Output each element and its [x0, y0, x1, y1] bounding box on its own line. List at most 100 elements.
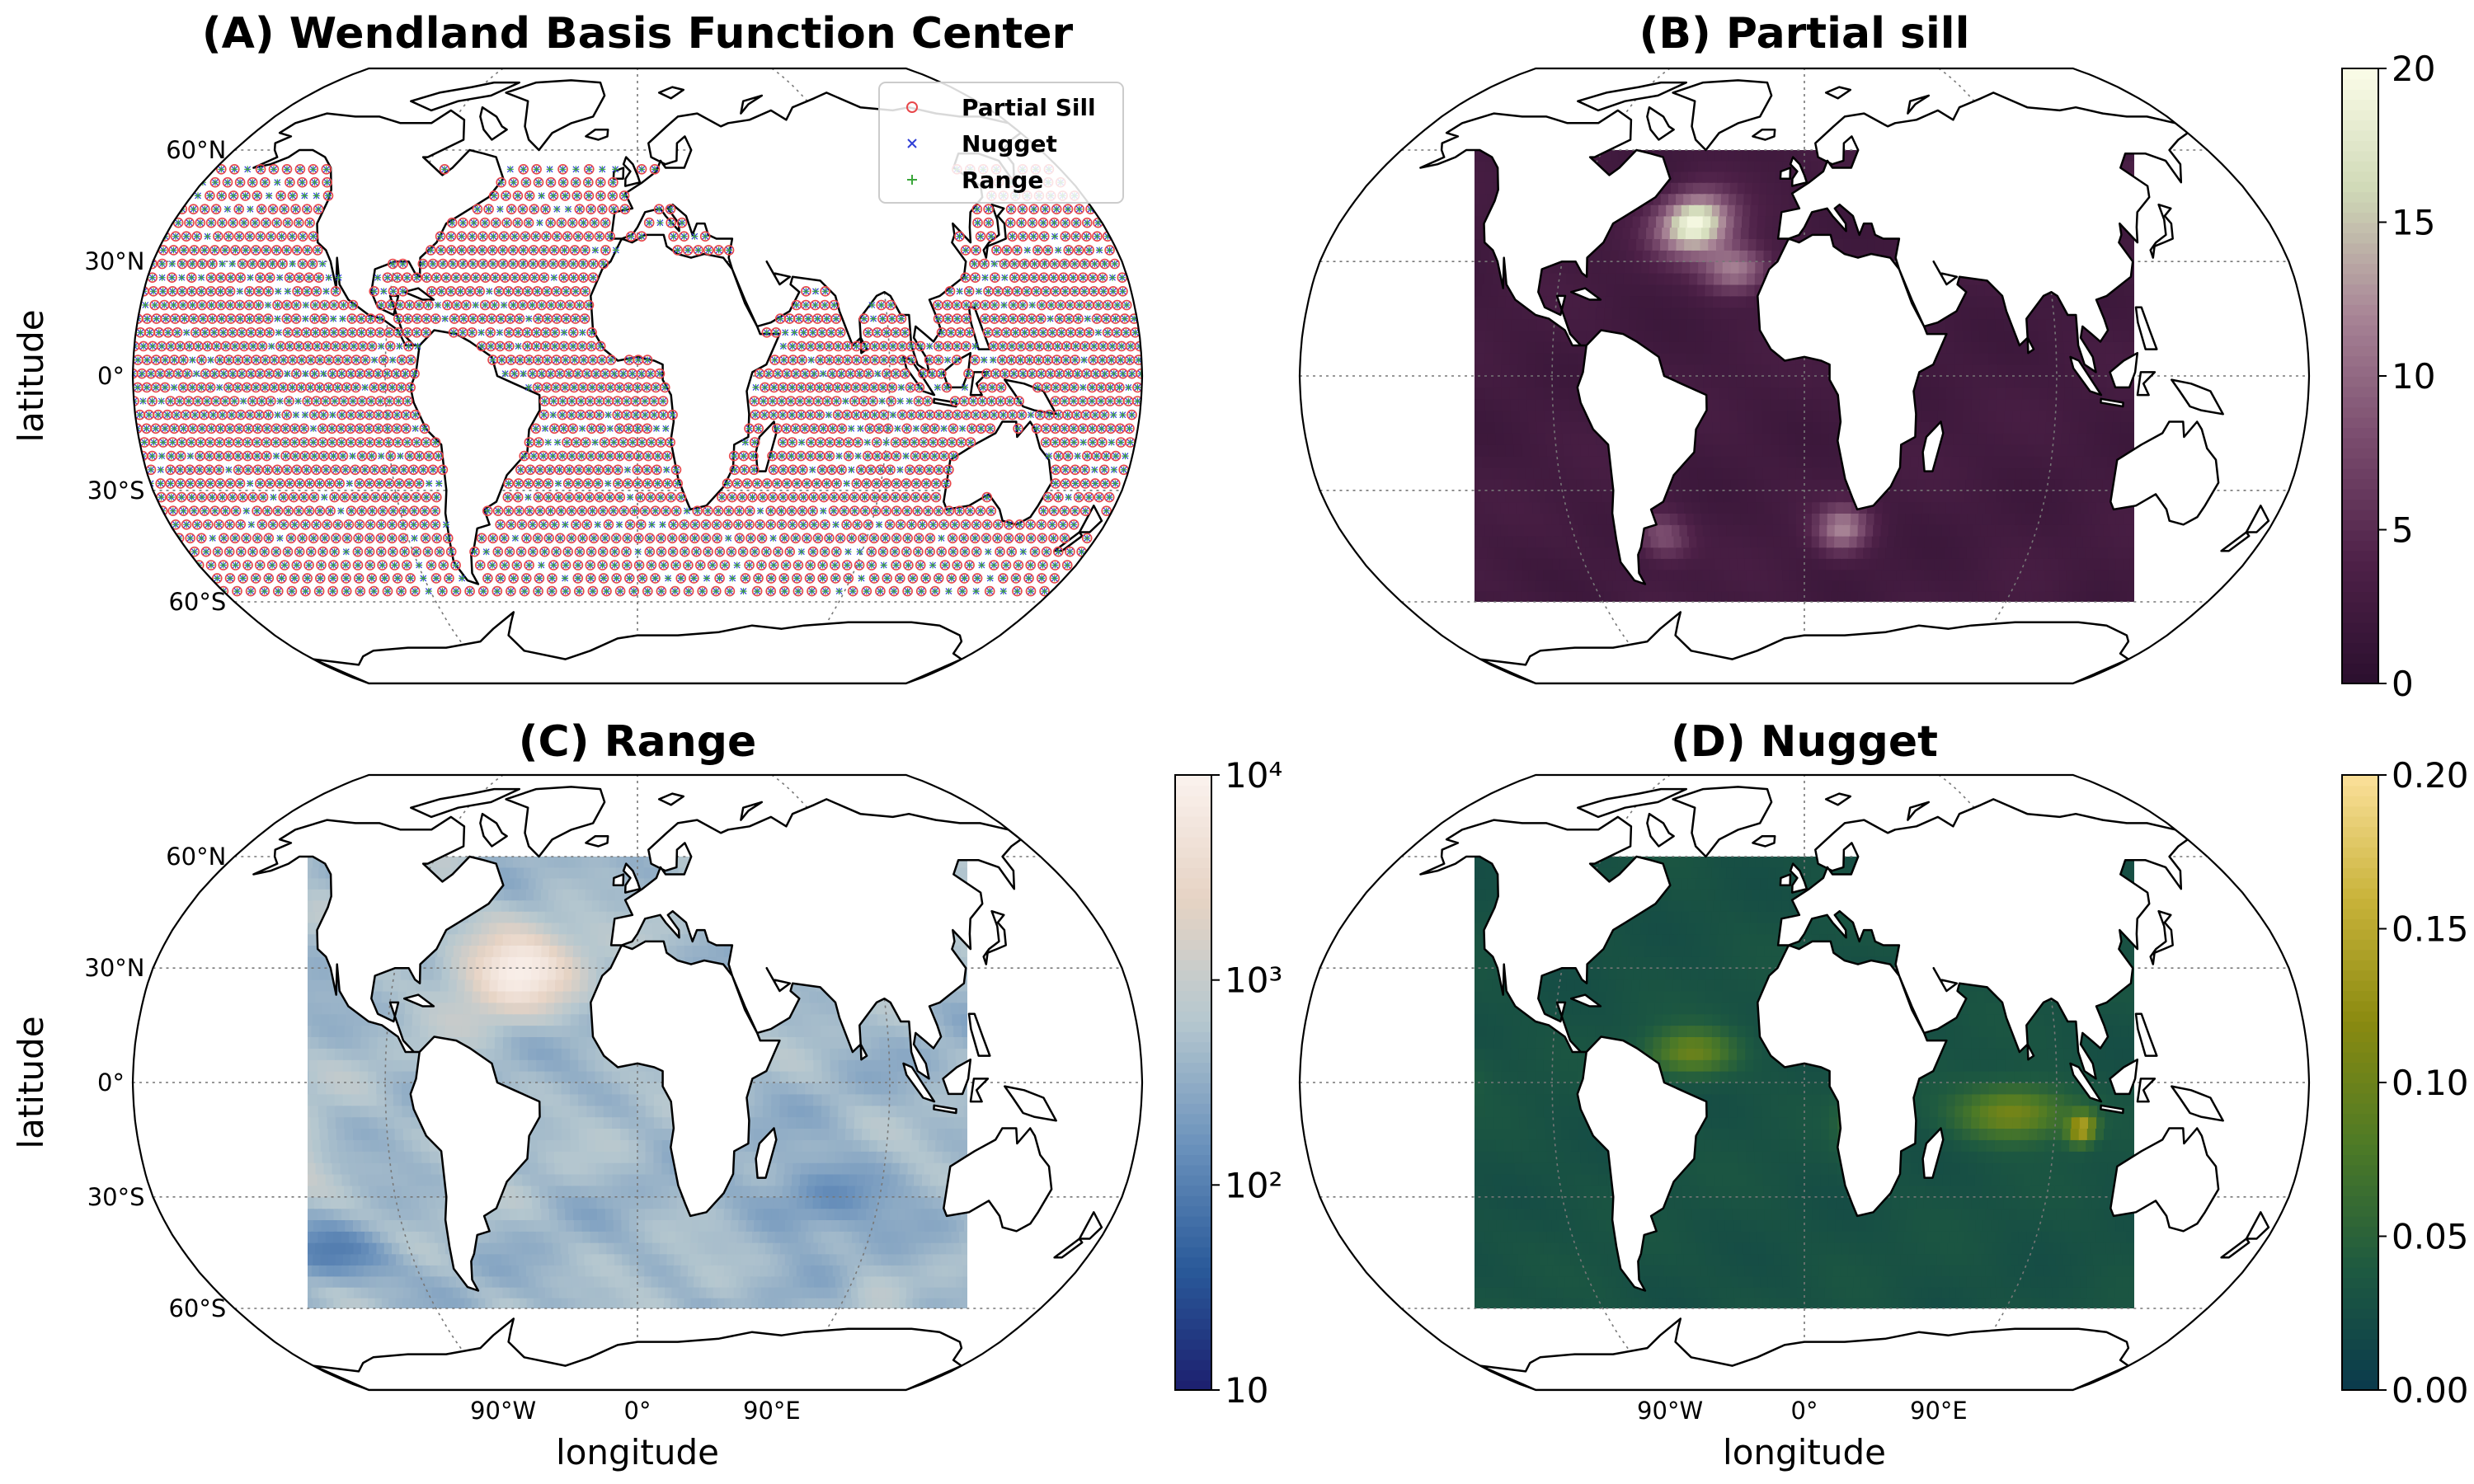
partial-sill-marker [420, 533, 431, 544]
partial-sill-marker [1099, 478, 1111, 489]
range-marker [148, 466, 154, 473]
range-marker [493, 588, 501, 595]
range-marker [158, 494, 165, 501]
range-marker [445, 575, 453, 582]
range-marker [729, 575, 736, 582]
partial-sill-marker [534, 505, 546, 516]
partial-sill-marker [294, 546, 305, 557]
partial-sill-marker [587, 505, 598, 516]
range-marker [698, 588, 706, 595]
range-marker [186, 534, 194, 542]
partial-sill-marker [900, 491, 911, 503]
partial-sill-marker [1109, 478, 1121, 489]
partial-sill-marker [551, 546, 562, 557]
partial-sill-marker [263, 573, 275, 584]
range-marker [904, 588, 911, 595]
partial-sill-marker [940, 478, 952, 489]
range-marker [734, 480, 741, 487]
range-marker [603, 588, 610, 595]
partial-sill-marker [176, 491, 187, 503]
range-marker [677, 575, 684, 582]
range-marker [831, 561, 839, 569]
partial-sill-marker [784, 546, 795, 557]
range-marker [703, 575, 710, 582]
partial-sill-marker [847, 585, 858, 597]
range-marker [361, 466, 369, 473]
range-marker [859, 534, 867, 542]
range-marker [368, 575, 375, 582]
partial-sill-marker [633, 478, 643, 489]
partial-sill-marker [419, 505, 430, 516]
range-marker [657, 588, 665, 595]
partial-sill-marker [868, 533, 880, 544]
range-marker [334, 521, 341, 528]
range-marker [411, 507, 418, 514]
range-marker [624, 480, 632, 487]
range-marker [733, 561, 741, 569]
range-marker [424, 548, 431, 556]
partial-sill-marker [812, 533, 824, 544]
partial-sill-marker [367, 505, 378, 516]
partial-sill-marker [308, 491, 320, 503]
partial-sill-marker [331, 533, 341, 544]
range-marker [821, 494, 827, 501]
partial-sill-marker [740, 573, 751, 584]
range-marker [660, 561, 667, 569]
partial-sill-marker [645, 491, 656, 503]
range-marker [596, 494, 604, 501]
partial-sill-marker [1070, 505, 1080, 516]
partial-sill-marker [870, 505, 882, 516]
range-marker [877, 466, 884, 473]
range-marker [887, 466, 894, 473]
partial-sill-marker [521, 573, 532, 584]
partial-sill-marker [793, 585, 804, 597]
partial-sill-marker [753, 573, 764, 584]
partial-sill-marker [413, 478, 425, 489]
partial-sill-marker [195, 533, 207, 544]
range-marker [673, 507, 680, 514]
partial-sill-marker [218, 560, 229, 571]
range-marker [779, 466, 787, 473]
range-marker [247, 480, 254, 487]
range-marker [986, 575, 994, 582]
partial-sill-marker [894, 573, 905, 584]
partial-sill-marker [736, 491, 748, 503]
range-marker [977, 507, 984, 514]
range-marker [901, 494, 909, 501]
partial-sill-marker [629, 505, 640, 516]
range-marker [1051, 561, 1059, 569]
partial-sill-marker [915, 585, 927, 597]
range-marker [329, 588, 336, 595]
partial-sill-marker [477, 585, 489, 597]
partial-sill-marker [930, 478, 942, 489]
range-marker [971, 534, 979, 542]
range-marker [489, 534, 496, 542]
range-marker [254, 534, 261, 542]
range-marker [767, 507, 774, 514]
range-marker [178, 494, 186, 501]
range-marker [599, 561, 606, 569]
partial-sill-marker [901, 546, 912, 557]
partial-sill-marker [311, 519, 322, 530]
range-marker [477, 561, 484, 569]
range-marker [322, 466, 330, 473]
range-marker [420, 466, 427, 473]
partial-sill-marker [1036, 519, 1047, 530]
partial-sill-marker [1060, 478, 1071, 489]
range-marker [382, 494, 389, 501]
partial-sill-marker [340, 464, 351, 476]
range-marker [278, 575, 285, 582]
range-marker [523, 534, 530, 542]
partial-sill-marker [597, 560, 608, 571]
partial-sill-marker [1081, 533, 1093, 544]
partial-sill-marker [388, 505, 399, 516]
partial-sill-marker [1038, 505, 1049, 516]
partial-sill-marker [727, 491, 738, 503]
range-marker [868, 466, 874, 473]
range-marker [724, 480, 731, 487]
partial-sill-marker [756, 560, 767, 571]
partial-sill-marker [352, 546, 364, 557]
partial-sill-marker [379, 573, 390, 584]
partial-sill-marker [662, 478, 673, 489]
range-marker [585, 480, 592, 487]
